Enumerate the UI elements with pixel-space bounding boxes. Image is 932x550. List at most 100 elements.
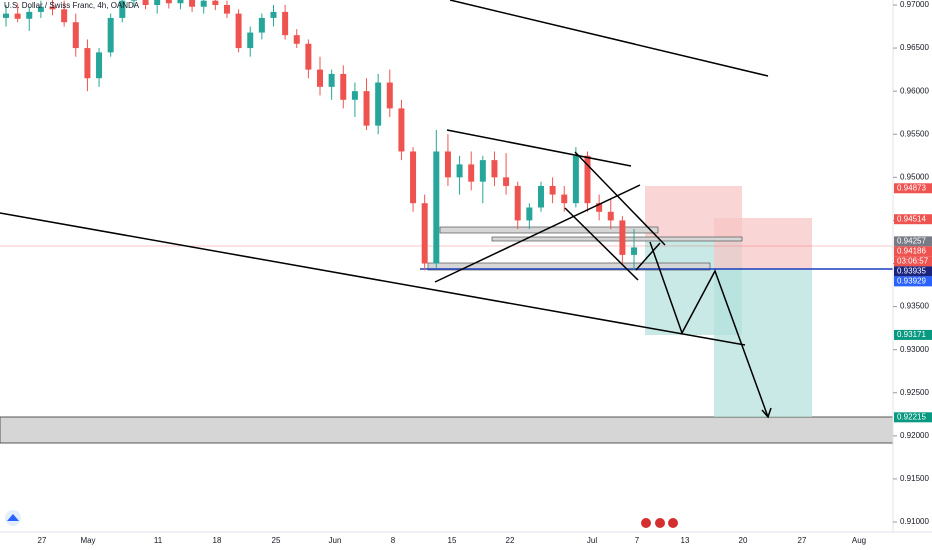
candle-body <box>491 160 498 178</box>
arrow <box>635 242 661 271</box>
trendline <box>449 0 769 77</box>
price-badge-label: 0.94186 <box>897 246 926 255</box>
y-tick-label: 0.91500 <box>900 474 929 483</box>
candle-body <box>119 0 126 18</box>
candle-body <box>177 0 184 4</box>
y-tick-label: 0.95500 <box>900 129 929 138</box>
price-badge-label: 0.93929 <box>897 276 926 285</box>
candle-body <box>317 69 324 87</box>
candle-body <box>84 48 91 79</box>
x-tick-label: 11 <box>154 536 163 545</box>
target-zone <box>714 269 812 417</box>
price-badge-label: 0.94257 <box>897 236 926 245</box>
candle-body <box>607 211 614 221</box>
trendlines <box>0 0 772 419</box>
y-tick-label: 0.91000 <box>900 517 929 526</box>
candle-body <box>340 73 347 100</box>
price-badge <box>894 183 932 194</box>
candle-body <box>258 17 265 33</box>
candle-body <box>235 13 242 49</box>
countdown: 03:06:57 <box>897 256 929 265</box>
price-badge <box>894 329 932 340</box>
candle-body <box>130 0 137 1</box>
candle-body <box>561 194 568 204</box>
y-tick-label: 0.93500 <box>900 302 929 311</box>
price-badge <box>894 236 932 247</box>
x-tick-label: 20 <box>739 536 748 545</box>
x-tick-label: May <box>80 536 95 545</box>
zone <box>427 262 711 271</box>
candle-body <box>305 43 312 70</box>
x-tick-label: 27 <box>798 536 807 545</box>
candle-body <box>421 203 428 264</box>
y-tick-label: 0.97000 <box>900 0 929 9</box>
zone <box>491 236 743 242</box>
candle-body <box>584 155 591 204</box>
x-tick-label: Jul <box>587 536 597 545</box>
candle-body <box>619 220 626 255</box>
candle-body <box>270 11 277 18</box>
candle-body <box>572 155 579 204</box>
chart-title: U.S. Dollar / Swiss Franc, 4h, OANDA <box>4 1 140 10</box>
arrow-path <box>649 241 769 418</box>
candle-body <box>165 0 172 4</box>
candle-body <box>72 22 79 49</box>
candle-body <box>456 164 463 178</box>
trendline <box>434 184 641 283</box>
candle-body <box>212 0 219 5</box>
price-badge-label: 0.94873 <box>897 183 926 192</box>
candle-body <box>386 82 393 109</box>
candle-body <box>468 164 475 182</box>
x-tick-label: Aug <box>852 536 866 545</box>
candle-body <box>247 32 254 49</box>
x-tick-label: 15 <box>448 536 457 545</box>
candle-body <box>363 91 370 126</box>
candle-body <box>61 9 68 23</box>
candle-body <box>14 13 21 19</box>
candle-body <box>142 0 149 5</box>
candle-body <box>433 151 440 264</box>
candle-body <box>549 185 556 195</box>
x-tick-label: 22 <box>506 536 515 545</box>
stop-zone <box>714 218 812 269</box>
candle-body <box>3 13 9 18</box>
y-tick-label: 0.92000 <box>900 431 929 440</box>
y-tick-label: 0.96000 <box>900 86 929 95</box>
x-tick-label: Jun <box>329 536 342 545</box>
candle-body <box>596 203 603 212</box>
candle-body <box>503 177 510 186</box>
candle-body <box>631 247 638 255</box>
candle-body <box>223 4 230 14</box>
y-tick-label: 0.95000 <box>900 172 929 181</box>
trendline <box>0 212 746 346</box>
y-tick-label: 0.96500 <box>900 43 929 52</box>
candle-body <box>526 207 533 221</box>
candle-body <box>154 0 161 5</box>
price-badge <box>894 276 932 287</box>
price-badge-label: 0.93935 <box>897 266 926 275</box>
candle-body <box>410 151 417 204</box>
candle-body <box>514 185 521 221</box>
candle-body <box>49 6 56 10</box>
price-badge <box>894 412 932 423</box>
drawings <box>0 186 894 444</box>
candle-body <box>375 82 382 126</box>
price-badge <box>894 246 932 257</box>
x-tick-label: 25 <box>272 536 281 545</box>
trendline <box>446 129 632 167</box>
arrow-head <box>761 407 772 419</box>
price-badge <box>894 266 932 277</box>
x-tick-label: 18 <box>213 536 222 545</box>
price-badge-label: 0.93171 <box>897 330 926 339</box>
candle-body <box>26 11 33 19</box>
candle-body <box>293 35 300 44</box>
candle-body <box>537 185 544 208</box>
candle-body <box>398 108 405 152</box>
candle-body <box>189 0 196 7</box>
candle-body <box>282 11 289 36</box>
trendline <box>574 151 666 246</box>
event-flags <box>641 518 678 528</box>
candle-body <box>351 91 358 100</box>
price-badge <box>894 214 932 225</box>
